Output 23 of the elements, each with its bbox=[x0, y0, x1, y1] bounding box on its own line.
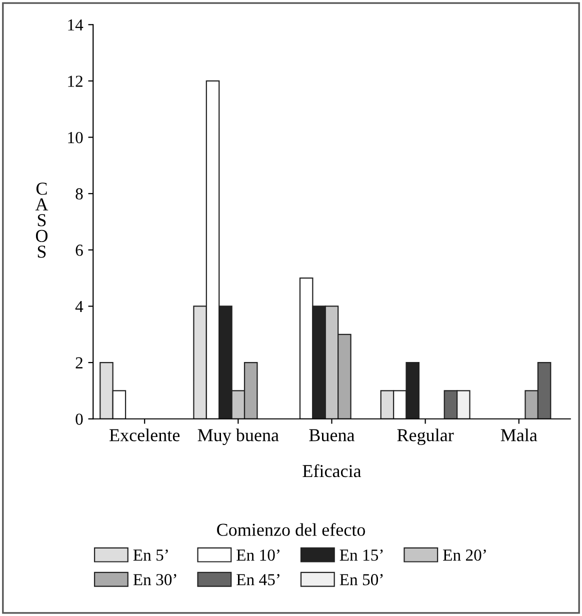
legend-title: Comienzo del efecto bbox=[217, 523, 366, 536]
legend-label: En 50’ bbox=[340, 574, 383, 586]
y-axis-title: CASOS bbox=[35, 182, 48, 258]
y-tick-label: 2 bbox=[76, 357, 82, 368]
y-tick-label: 10 bbox=[68, 132, 83, 144]
legend-label: En 5’ bbox=[133, 550, 168, 561]
legend-label: En 30’ bbox=[133, 574, 176, 586]
x-tick-label: Excelente bbox=[110, 428, 180, 442]
y-tick-label: 14 bbox=[68, 19, 84, 30]
legend-label: En 15’ bbox=[340, 550, 383, 561]
x-tick-label: Regular bbox=[397, 428, 454, 446]
y-tick-label: 0 bbox=[76, 414, 83, 425]
y-tick-label: 6 bbox=[76, 244, 83, 256]
y-tick-label: 8 bbox=[76, 188, 83, 200]
x-tick-label: Mala bbox=[500, 428, 538, 442]
legend-label: En 20’ bbox=[443, 550, 486, 561]
legend-label: En 45’ bbox=[236, 574, 280, 586]
x-tick-label: Buena bbox=[309, 429, 355, 442]
x-axis-title: Eficacia bbox=[302, 464, 362, 478]
y-tick-label: 12 bbox=[68, 76, 82, 87]
x-tick-label: Muy buena bbox=[198, 428, 279, 446]
legend-label: En 10’ bbox=[236, 550, 280, 561]
y-tick-label: 4 bbox=[75, 301, 84, 312]
